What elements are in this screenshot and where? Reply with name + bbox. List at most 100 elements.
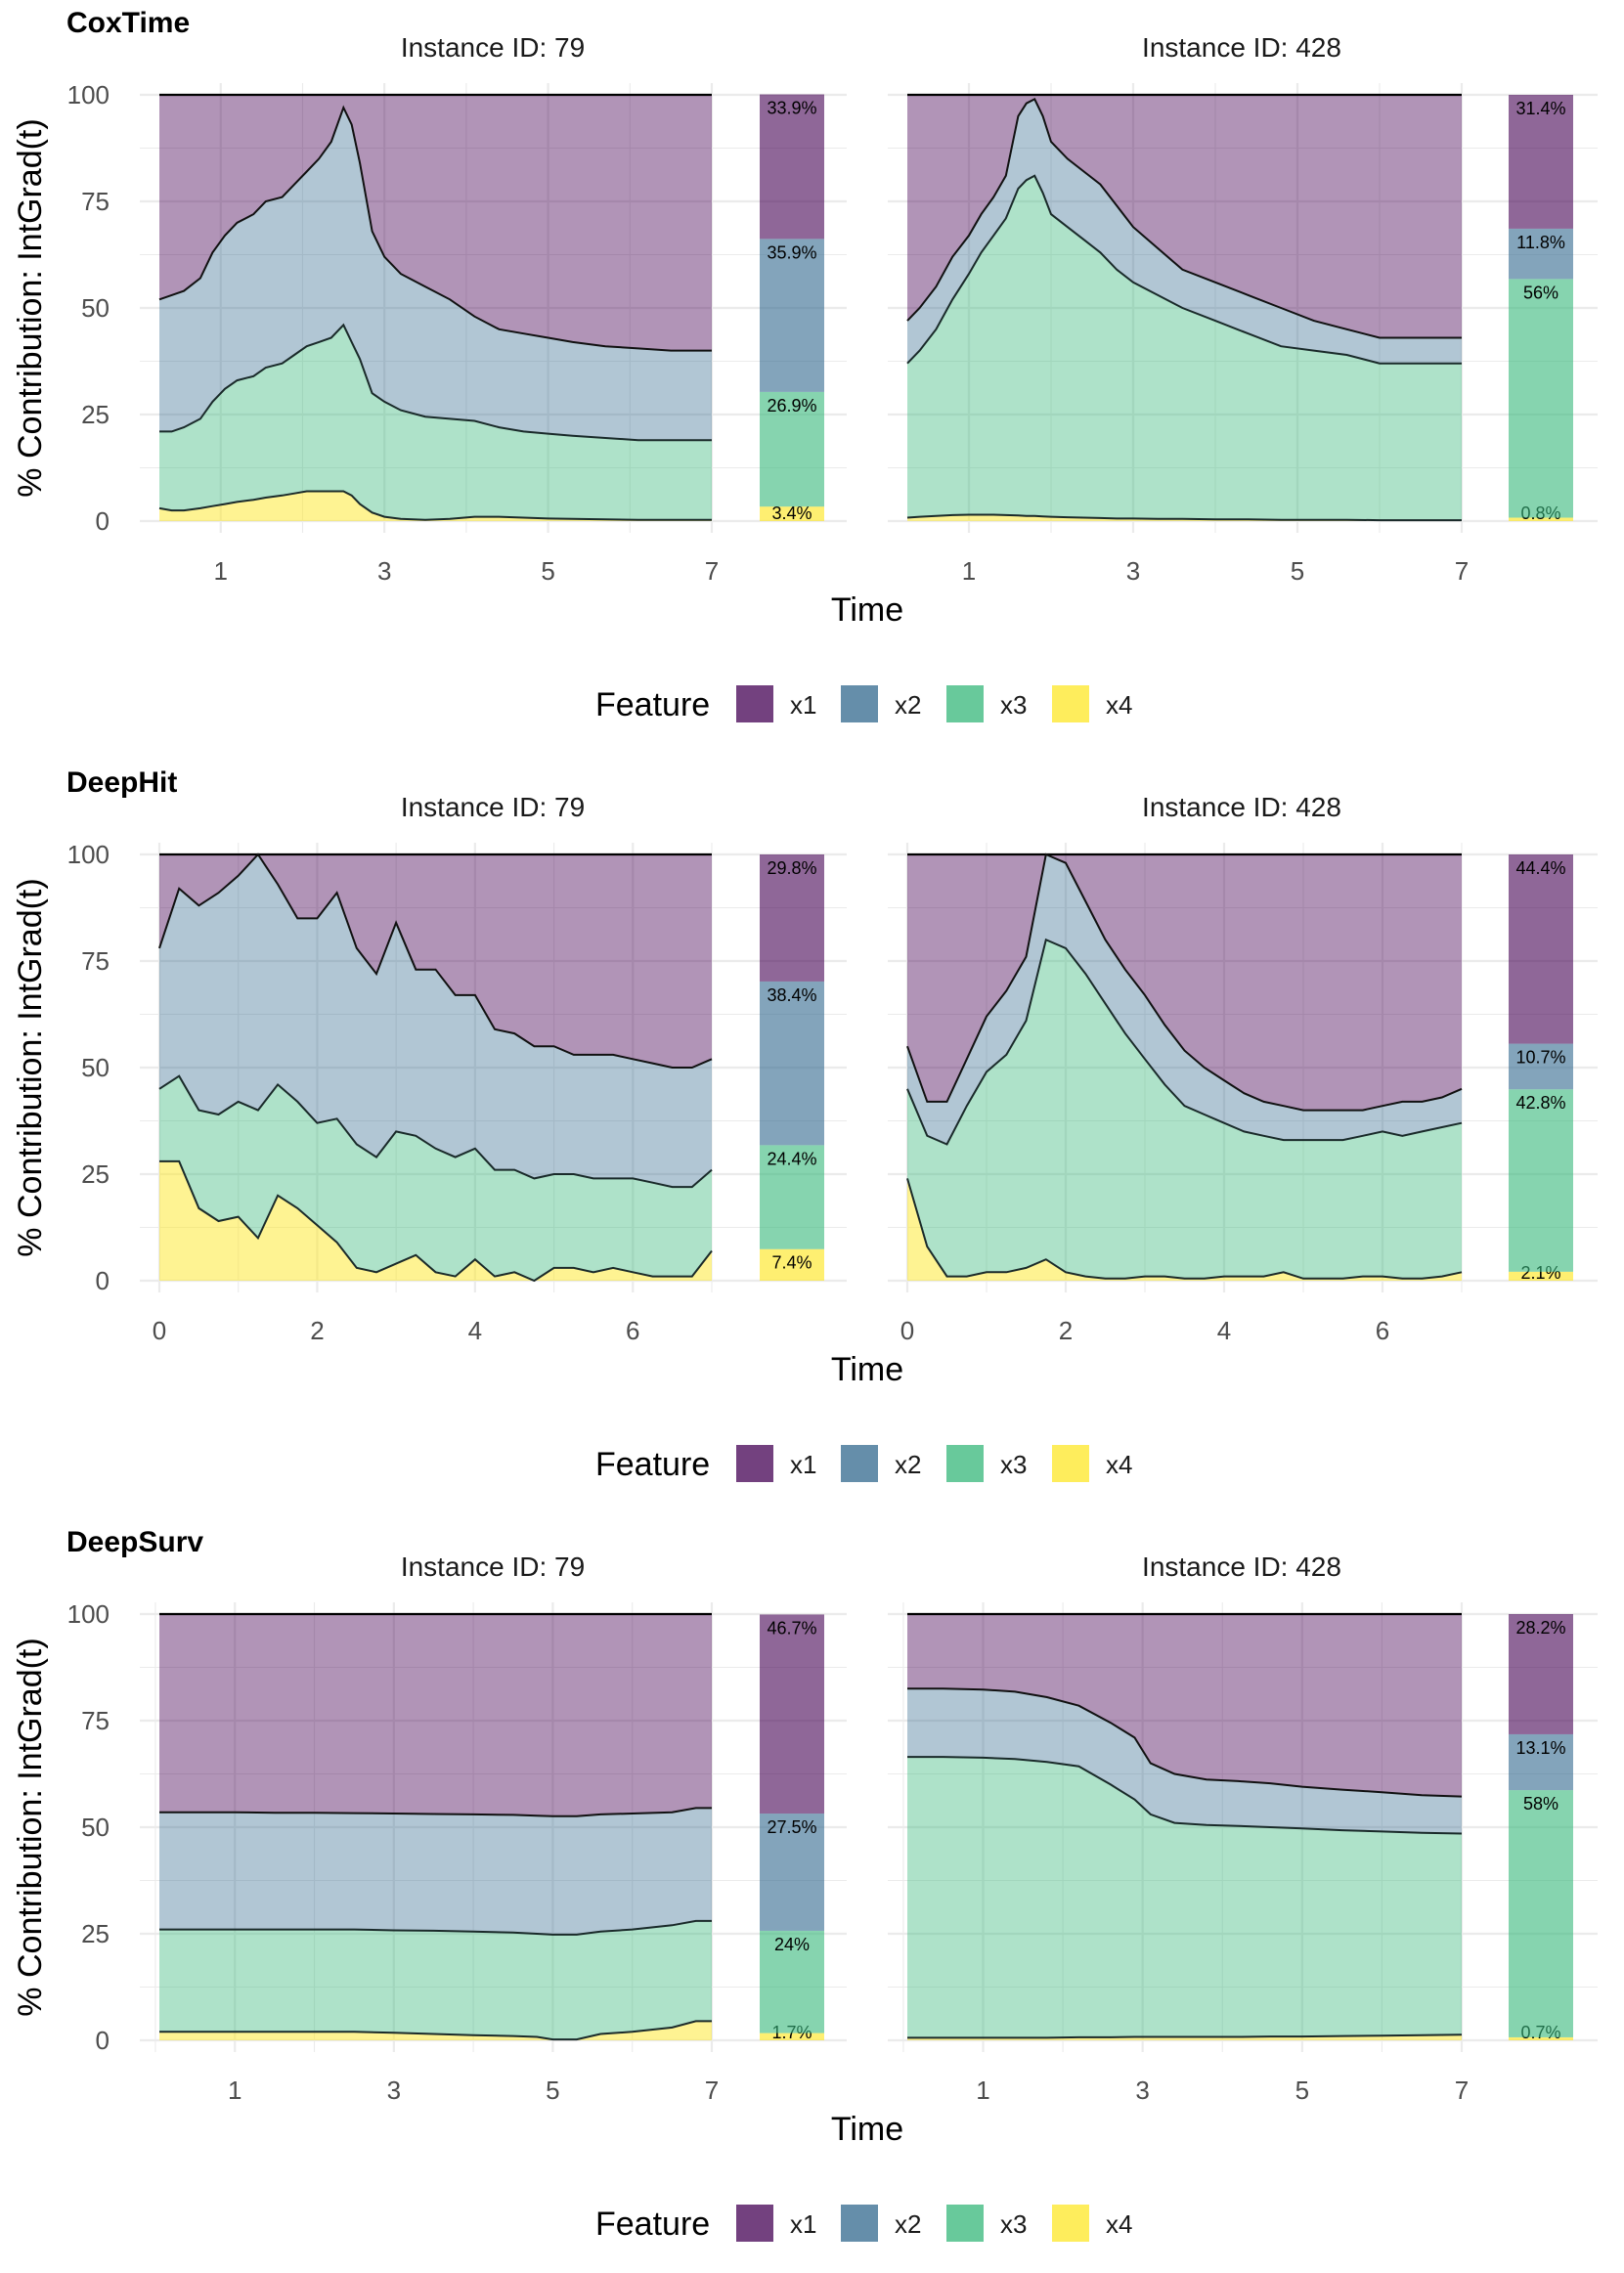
y-tick-label: 0 xyxy=(96,1266,110,1295)
x-tick-label: 2 xyxy=(1059,1316,1073,1345)
y-tick-label: 25 xyxy=(81,1159,110,1189)
legend-title: Feature xyxy=(595,1446,710,1483)
bar-label-x3: 56% xyxy=(1523,283,1558,302)
line-x3-upper xyxy=(159,323,712,442)
line-x3-upper xyxy=(906,938,1463,1146)
bar-label-x4: 3.4% xyxy=(771,503,812,523)
bar-label-x3: 24.4% xyxy=(767,1149,816,1168)
gridlines xyxy=(140,843,847,1292)
legend-key-x4 xyxy=(1052,685,1089,722)
x-tick-label: 5 xyxy=(1295,2076,1309,2105)
line-x3-upper xyxy=(906,174,1462,365)
y-tick-label: 100 xyxy=(67,840,110,869)
summary-bar: 0.8%56%11.8%31.4% xyxy=(1509,95,1573,523)
bar-label-x3: 58% xyxy=(1523,1794,1558,1814)
line-x2-upper xyxy=(907,1687,1463,1798)
y-tick-label: 50 xyxy=(81,293,110,323)
legend-key-x3 xyxy=(946,2205,984,2242)
legend-label-x4: x4 xyxy=(1106,690,1132,720)
x-axis-title: Time xyxy=(831,1351,903,1388)
bar-label-x2: 38.4% xyxy=(767,985,816,1005)
line-x3-upper xyxy=(907,1756,1463,1835)
bar-label-x3: 26.9% xyxy=(767,396,816,415)
bar-segment-x4 xyxy=(760,2033,824,2040)
area-x2 xyxy=(907,1688,1462,1834)
bar-segment-x3 xyxy=(760,1930,824,2033)
legend: Feature x1 x2 x3 x4 xyxy=(595,1445,1132,1483)
bar-label-x1: 46.7% xyxy=(767,1618,816,1638)
legend-key-x2 xyxy=(841,2205,878,2242)
bar-segment-x1 xyxy=(1509,854,1573,1044)
legend-key-x3 xyxy=(946,685,984,722)
area-layers xyxy=(906,852,1463,1281)
area-x3 xyxy=(159,1075,712,1281)
area-x3 xyxy=(907,175,1462,521)
legend-key-x3 xyxy=(946,1445,984,1482)
x-tick-label: 3 xyxy=(1135,2076,1149,2105)
legend-label-x4: x4 xyxy=(1106,2209,1132,2239)
area-x1 xyxy=(907,1614,1462,1797)
bar-segment-x1 xyxy=(1509,1614,1573,1734)
y-axis-title: % Contribution: IntGrad(t) xyxy=(12,1638,49,2016)
bar-segment-x4 xyxy=(1509,1271,1573,1281)
area-x3 xyxy=(907,940,1462,1279)
x-tick-label: 3 xyxy=(377,556,391,586)
legend-label-x3: x3 xyxy=(1000,2209,1027,2239)
area-x1 xyxy=(159,854,712,1068)
y-tick-label: 50 xyxy=(81,1053,110,1082)
y-tick-label: 0 xyxy=(96,2026,110,2055)
gridlines xyxy=(888,1602,1598,2052)
bar-segment-x3 xyxy=(1509,279,1573,518)
bar-segment-x4 xyxy=(760,1248,824,1281)
line-x2-upper xyxy=(906,98,1462,339)
bar-segment-x2 xyxy=(760,1814,824,1931)
y-tick-label: 0 xyxy=(96,506,110,536)
legend-key-x4 xyxy=(1052,1445,1089,1482)
x-tick-label: 5 xyxy=(541,556,554,586)
facet-label: Instance ID: 428 xyxy=(1142,792,1341,822)
area-x3 xyxy=(159,325,712,520)
legend-label-x2: x2 xyxy=(895,1450,921,1479)
legend-key-x4 xyxy=(1052,2205,1089,2242)
area-layers xyxy=(159,1612,712,2041)
summary-bar: 2.1%42.8%10.7%44.4% xyxy=(1509,854,1573,1283)
y-tick-label: 75 xyxy=(81,946,110,976)
area-x2 xyxy=(159,1808,712,1935)
bar-segment-x2 xyxy=(1509,1043,1573,1090)
x-tick-label: 4 xyxy=(468,1316,482,1345)
legend-label-x3: x3 xyxy=(1000,1450,1027,1479)
legend-label-x3: x3 xyxy=(1000,690,1027,720)
legend-label-x1: x1 xyxy=(790,2209,816,2239)
bar-label-x2: 11.8% xyxy=(1516,233,1565,252)
y-tick-label: 100 xyxy=(67,1599,110,1629)
bar-segment-x1 xyxy=(760,94,824,240)
legend: Feature x1 x2 x3 x4 xyxy=(595,685,1132,723)
chart-title: DeepSurv xyxy=(66,1526,203,1558)
panel-1: Instance ID: 79 3.4% 26.9% 35.9% 33.9% 1 3 5 7 xyxy=(140,32,847,586)
bar-segment-x4 xyxy=(1509,517,1573,521)
area-x4 xyxy=(907,514,1462,521)
bar-segment-x1 xyxy=(760,854,824,982)
facet-label: Instance ID: 79 xyxy=(401,792,585,822)
chart-title: CoxTime xyxy=(66,7,190,39)
y-axis-title: % Contribution: IntGrad(t) xyxy=(12,878,49,1256)
area-x2 xyxy=(907,99,1462,364)
area-x1 xyxy=(159,1614,712,1816)
panel-1: Instance ID: 79 7.4% 24.4% 38.4% 29.8% 0 2 4 6 xyxy=(140,792,847,1345)
x-tick-label: 1 xyxy=(214,556,228,586)
legend: Feature x1 x2 x3 x4 xyxy=(595,2205,1132,2243)
legend-key-x1 xyxy=(736,685,773,722)
line-x4-upper xyxy=(159,2020,712,2041)
y-tick-label: 100 xyxy=(67,80,110,109)
legend-key-x2 xyxy=(841,685,878,722)
area-x4 xyxy=(159,1160,712,1281)
x-axis-title: Time xyxy=(831,2111,903,2148)
area-layers xyxy=(907,1612,1463,2040)
x-axis-title: Time xyxy=(831,591,903,629)
bar-label-x2: 27.5% xyxy=(767,1817,816,1837)
facet-label: Instance ID: 79 xyxy=(401,32,585,63)
legend-key-x2 xyxy=(841,1445,878,1482)
